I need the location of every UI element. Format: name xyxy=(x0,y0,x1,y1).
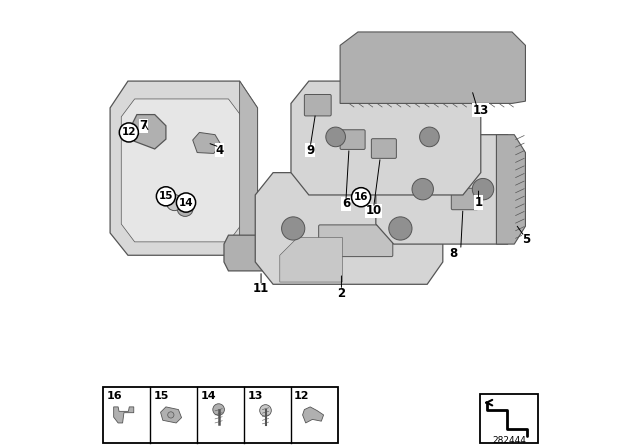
Circle shape xyxy=(260,405,271,416)
Polygon shape xyxy=(239,81,257,255)
FancyBboxPatch shape xyxy=(319,225,393,257)
FancyBboxPatch shape xyxy=(480,394,538,443)
FancyBboxPatch shape xyxy=(371,139,396,158)
Text: 282444: 282444 xyxy=(492,436,526,445)
Text: 4: 4 xyxy=(216,144,223,157)
FancyBboxPatch shape xyxy=(305,95,331,116)
Circle shape xyxy=(472,178,493,200)
Polygon shape xyxy=(121,99,242,242)
Circle shape xyxy=(177,200,193,216)
Polygon shape xyxy=(193,133,221,153)
Polygon shape xyxy=(224,235,405,271)
Text: 16: 16 xyxy=(106,391,122,401)
Text: 16: 16 xyxy=(354,192,369,202)
Text: 13: 13 xyxy=(473,103,489,116)
Text: 13: 13 xyxy=(247,391,262,401)
Circle shape xyxy=(420,127,439,147)
Text: 2: 2 xyxy=(337,287,346,300)
Text: 12: 12 xyxy=(122,127,136,138)
Circle shape xyxy=(166,194,182,211)
Polygon shape xyxy=(130,115,166,149)
Circle shape xyxy=(168,412,174,418)
Text: 9: 9 xyxy=(306,144,314,157)
Text: 14: 14 xyxy=(200,391,216,401)
Polygon shape xyxy=(280,237,342,282)
Circle shape xyxy=(326,127,346,147)
Polygon shape xyxy=(291,81,481,195)
Text: 10: 10 xyxy=(365,204,381,217)
Text: 3: 3 xyxy=(168,407,176,420)
Circle shape xyxy=(412,178,433,200)
Circle shape xyxy=(213,404,225,415)
Polygon shape xyxy=(110,81,257,255)
Text: 1: 1 xyxy=(474,196,483,209)
Text: 15: 15 xyxy=(159,191,173,201)
Polygon shape xyxy=(114,407,134,423)
Text: 15: 15 xyxy=(154,391,169,401)
Text: 12: 12 xyxy=(294,391,310,401)
Polygon shape xyxy=(497,135,525,244)
Polygon shape xyxy=(303,407,324,423)
Text: 5: 5 xyxy=(522,233,531,246)
Polygon shape xyxy=(376,135,519,244)
Circle shape xyxy=(388,217,412,240)
Polygon shape xyxy=(340,32,525,103)
FancyBboxPatch shape xyxy=(340,130,365,150)
FancyBboxPatch shape xyxy=(104,387,338,443)
Polygon shape xyxy=(161,407,182,423)
Text: 7: 7 xyxy=(140,119,148,132)
FancyBboxPatch shape xyxy=(451,188,478,210)
Text: 11: 11 xyxy=(253,282,269,295)
Text: 6: 6 xyxy=(342,198,350,211)
Polygon shape xyxy=(255,172,443,284)
Text: 14: 14 xyxy=(179,198,193,207)
Circle shape xyxy=(282,217,305,240)
Text: 8: 8 xyxy=(449,246,457,259)
